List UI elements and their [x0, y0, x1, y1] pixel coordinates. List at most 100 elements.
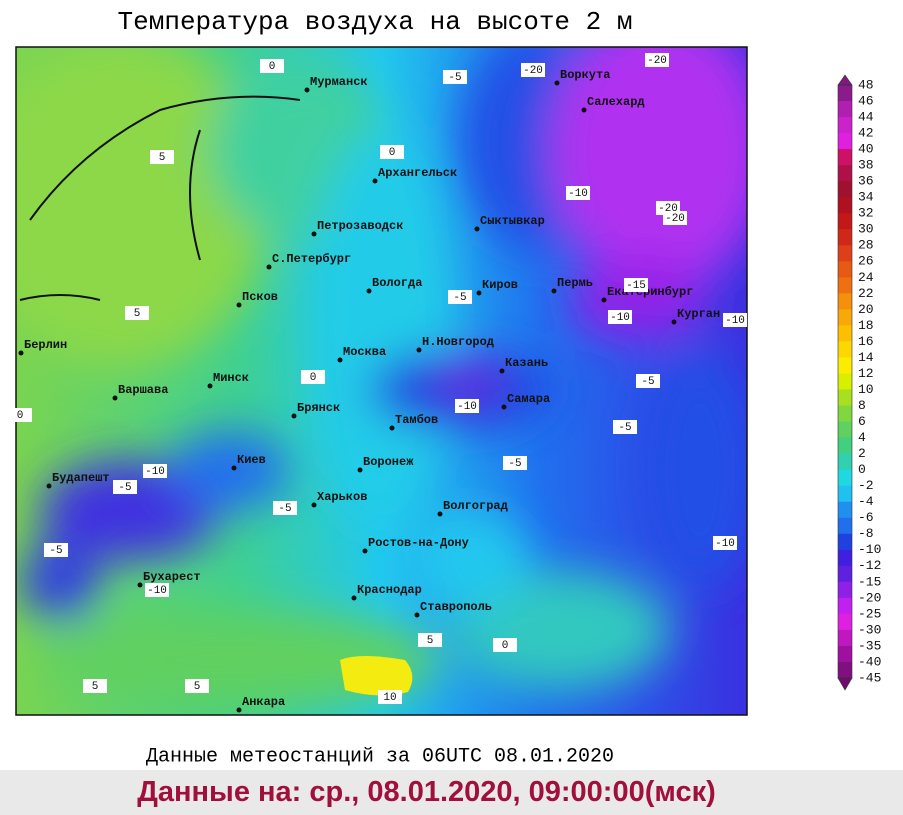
- city-dot: [351, 595, 357, 601]
- city-dot: [499, 368, 505, 374]
- colorbar-label: 30: [858, 222, 874, 237]
- city-label: Ростов-на-Дону: [368, 536, 469, 550]
- city-dot: [236, 302, 242, 308]
- colorbar-label: 26: [858, 254, 874, 269]
- city-dot: [207, 383, 213, 389]
- city-dot: [236, 707, 242, 713]
- city-dot: [366, 288, 372, 294]
- colorbar-segment: [838, 437, 852, 455]
- city-label: С.Петербург: [272, 251, 351, 266]
- contour-label: -5: [618, 422, 631, 434]
- city-dot: [389, 425, 395, 431]
- city-dot: [46, 483, 52, 489]
- city-dot: [311, 231, 317, 237]
- contour-label-box: [150, 150, 174, 164]
- city-dot: [112, 395, 118, 401]
- colorbar-segment: [838, 661, 852, 679]
- contour-label-box: [185, 679, 209, 693]
- contour-label-box: [663, 211, 687, 225]
- city-dot: [581, 107, 587, 113]
- city-layer: Мурманск Воркута Салехард Архангельск Сыктыв…: [18, 68, 720, 713]
- colorbar-label: 18: [858, 318, 874, 333]
- colorbar-label: 14: [858, 350, 874, 365]
- colorbar-label: 40: [858, 142, 874, 157]
- city-dot: [18, 350, 24, 356]
- contour-label: -20: [647, 55, 667, 67]
- contour-label: 5: [134, 308, 141, 320]
- contour-label-box: [503, 456, 527, 470]
- colorbar-label: 6: [858, 414, 866, 429]
- city-label: Анкара: [242, 695, 285, 709]
- colorbar-label: -8: [858, 526, 874, 541]
- city-label: Москва: [343, 345, 386, 359]
- contour-label: -10: [145, 466, 165, 478]
- contour-label-box: [44, 543, 68, 557]
- colorbar-label: 4: [858, 430, 866, 445]
- contour-label: -10: [725, 315, 745, 327]
- colorbar-label: -10: [858, 542, 881, 557]
- city-dot: [414, 612, 420, 618]
- colorbar-segment: [838, 165, 852, 182]
- contour-label: 0: [502, 640, 509, 652]
- colorbar-segment: [838, 325, 852, 342]
- colorbar-segment: [838, 597, 852, 615]
- colorbar-label: 42: [858, 126, 874, 141]
- city-dot: [357, 467, 363, 473]
- city-label: Ставрополь: [420, 600, 492, 614]
- colorbar-segment: [838, 101, 852, 118]
- city-label: Будапешт: [52, 471, 110, 485]
- contour-label-box: [636, 374, 660, 388]
- city-dot: [671, 319, 677, 325]
- city-label: Берлин: [24, 338, 67, 352]
- city-label: Сыктывкар: [480, 214, 545, 228]
- city-dot: [372, 178, 378, 184]
- city-label: Бухарест: [143, 570, 201, 584]
- contour-label: 0: [310, 372, 317, 384]
- city-dot: [601, 297, 607, 303]
- contour-label: -5: [448, 72, 461, 84]
- contour-label: -5: [278, 503, 291, 515]
- city-label: Петрозаводск: [317, 219, 403, 233]
- city-label: Воркута: [560, 68, 610, 82]
- colorbar-label: -30: [858, 622, 881, 637]
- colorbar-segment: [838, 469, 852, 487]
- city-label: Самара: [507, 392, 550, 406]
- contour-label: -5: [641, 376, 654, 388]
- contour-label: 0: [269, 61, 276, 73]
- colorbar-label: -40: [858, 654, 881, 669]
- colorbar-label: -12: [858, 558, 881, 573]
- contour-label: 0: [389, 147, 396, 159]
- colorbar-label: -4: [858, 494, 874, 509]
- colorbar-segment: [838, 629, 852, 647]
- city-dot: [231, 465, 237, 471]
- city-dot: [474, 226, 480, 232]
- contour-label-box: [83, 679, 107, 693]
- contour-label: 10: [383, 692, 396, 704]
- contour-label-layer: 0-5-20-205 0-10-20-20-5-15-10 -1050-10-5-5…: [8, 53, 747, 704]
- city-label: Воронеж: [363, 455, 414, 469]
- city-dot: [362, 548, 368, 554]
- city-label: Салехард: [587, 95, 645, 109]
- colorbar-segment: [838, 261, 852, 278]
- colorbar-label: 48: [858, 77, 874, 92]
- colorbar-label: 16: [858, 334, 874, 349]
- city-dot: [304, 87, 310, 93]
- contour-label-box: [380, 145, 404, 159]
- colorbar-label: 22: [858, 286, 874, 301]
- colorbar-segment: [838, 277, 852, 294]
- footer-text: Данные на: ср., 08.01.2020, 09:00:00(мск…: [137, 776, 716, 808]
- colorbar-segment: [838, 405, 852, 423]
- city-dot: [501, 404, 507, 410]
- contour-label-box: [493, 638, 517, 652]
- city-dot: [437, 511, 443, 517]
- colorbar-label: 28: [858, 238, 874, 253]
- colorbar-segment: [838, 453, 852, 471]
- contour-label: -15: [626, 280, 646, 292]
- city-label: Екатеринбург: [607, 284, 693, 299]
- city-label: Киров: [482, 278, 518, 292]
- colorbar-label: 34: [858, 190, 874, 205]
- colorbar-label: 24: [858, 270, 874, 285]
- colorbar-segment: [838, 133, 852, 150]
- contour-label-box: [645, 53, 669, 67]
